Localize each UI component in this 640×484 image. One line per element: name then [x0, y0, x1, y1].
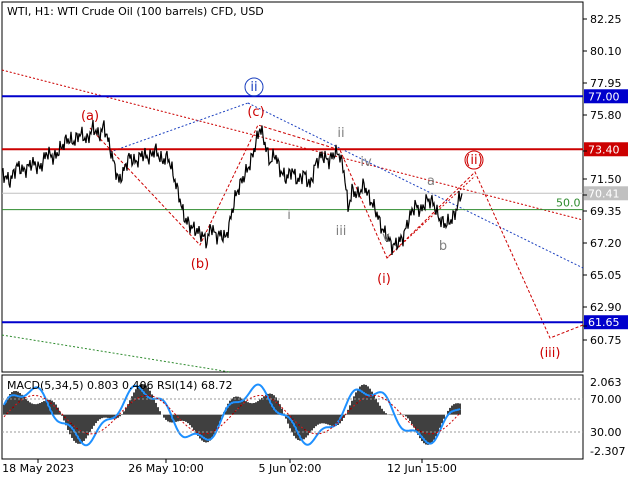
wave-label: (ii) — [465, 153, 482, 168]
wave-label: (c) — [247, 105, 264, 120]
wave-label: iv — [360, 155, 372, 170]
price-layer — [1, 119, 463, 256]
x-tick-label: 26 May 10:00 — [128, 462, 203, 475]
level-price-box — [584, 142, 628, 157]
level-price-label: 73.40 — [588, 143, 620, 156]
level-layer: 77.00 73.40 61.65 50.0 70.41 — [2, 89, 628, 330]
wave-label: (i) — [377, 272, 391, 287]
y-tick-label: 77.95 — [590, 77, 622, 90]
symbol-title: WTI, H1: WTI Crude Oil (100 barrels) CFD… — [7, 5, 264, 18]
y-tick-label: 80.10 — [590, 45, 622, 58]
rsi-line — [3, 383, 461, 447]
y-tick-label: 65.05 — [590, 269, 622, 282]
price-series — [1, 119, 463, 256]
y-tick-label: 67.20 — [590, 237, 622, 250]
level-price-box — [584, 89, 628, 104]
y-tick-label: 62.90 — [590, 301, 622, 314]
wave-label: (a) — [81, 109, 99, 124]
level-price-box — [584, 315, 628, 330]
indicator-title: MACD(5,34,5) 0.803 0.406 RSI(14) 68.72 — [7, 379, 232, 392]
wave-label: a — [427, 174, 435, 189]
y-tick-label: 82.25 — [590, 13, 622, 26]
wave-label: ii — [337, 126, 344, 141]
axis-layer: 82.25 80.10 77.95 75.80 71.50 69.35 67.20 65.05… — [2, 13, 621, 475]
macd-signal-line — [3, 394, 461, 435]
wave-label: ii — [250, 80, 257, 95]
red-trendline — [1, 69, 584, 221]
wave-label: v — [382, 230, 390, 245]
indicator-tick-label: 30.00 — [590, 426, 622, 439]
level-price-label: 61.65 — [588, 316, 620, 329]
wave-label: iii — [336, 224, 347, 239]
indicator-tick-label: 70.00 — [590, 393, 622, 406]
blue-trendline-left — [109, 102, 249, 153]
level-price-label: 77.00 — [588, 90, 620, 103]
x-tick-label: 12 Jun 15:00 — [387, 462, 457, 475]
current-price-box — [584, 186, 628, 201]
wave-label-circle — [464, 150, 484, 170]
wave-label: (b) — [191, 257, 209, 272]
y-tick-label: 75.80 — [590, 109, 622, 122]
indicator-tick-label: 2.063 — [590, 376, 622, 389]
y-tick-label: 60.75 — [590, 334, 622, 347]
wave-label: b — [439, 239, 447, 254]
x-tick-label: 5 Jun 02:00 — [259, 462, 322, 475]
x-tick-label: 18 May 2023 — [2, 462, 74, 475]
current-price-label: 70.41 — [588, 187, 620, 200]
main-plot-frame — [1, 1, 584, 373]
y-tick-label: 71.50 — [590, 173, 622, 186]
y-tick-label: 69.35 — [590, 205, 622, 218]
wave-label: (iii) — [540, 346, 561, 361]
wave-label-circle — [244, 77, 264, 97]
wave-label: i — [287, 208, 291, 223]
fib-level-label: 50.0 — [556, 197, 581, 210]
green-trendline — [1, 334, 231, 373]
indicator-layer: 2.063 70.00 30.00 -2.307 — [2, 376, 625, 458]
indicator-tick-label: -2.307 — [590, 445, 625, 458]
